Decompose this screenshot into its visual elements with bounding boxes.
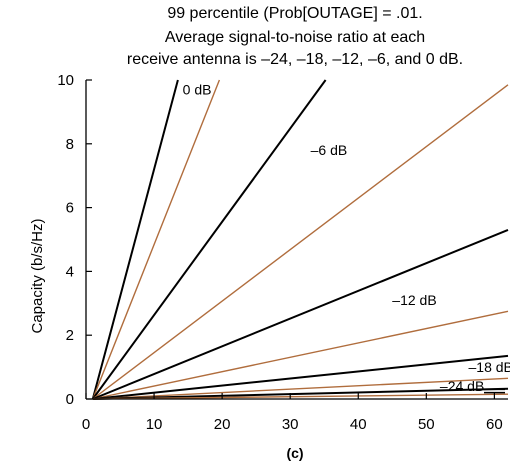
annotation-label: –12 dB xyxy=(392,292,436,308)
series-line-3 xyxy=(92,84,509,400)
x-tick-label: 40 xyxy=(350,416,367,433)
y-tick-label: 4 xyxy=(66,263,74,280)
x-tick-label: 20 xyxy=(214,416,231,433)
series-line-5 xyxy=(92,310,509,400)
chart-title-line-2: Average signal-to-noise ratio at each xyxy=(164,29,426,46)
series-line-1 xyxy=(92,79,221,400)
series-line-6 xyxy=(92,354,509,400)
x-tick-label: 50 xyxy=(418,416,435,433)
chart-title-line-3: receive antenna is –24, –18, –12, –6, an… xyxy=(126,51,464,68)
panel-label: (c) xyxy=(286,445,304,461)
y-tick-label: 0 xyxy=(66,391,74,408)
x-tick-label: 30 xyxy=(282,416,299,433)
x-tick-label: 10 xyxy=(146,416,163,433)
annotation-label: 0 dB xyxy=(183,81,212,97)
axes-layer xyxy=(85,80,508,400)
annotation-layer: 0 dB –6 dB –12 dB –18 dB –24 dB xyxy=(183,81,510,394)
y-tick-label: 8 xyxy=(66,136,74,153)
series-line-8 xyxy=(92,387,509,400)
annotation-label: –6 dB xyxy=(311,142,348,158)
y-tick-label: 6 xyxy=(66,200,74,217)
y-tick-label: 2 xyxy=(66,327,74,344)
x-tick-label: 0 xyxy=(82,416,90,433)
series-layer xyxy=(91,79,509,400)
series-line-2 xyxy=(91,79,327,400)
annotation-label: –24 dB xyxy=(440,378,484,394)
chart-title-line-1: 99 percentile (Prob[OUTAGE] = .01. xyxy=(167,5,423,22)
y-tick-label: 10 xyxy=(57,72,74,89)
x-tick-label: 60 xyxy=(486,416,503,433)
series-line-7 xyxy=(92,377,509,400)
y-axis-label: Capacity (b/s/Hz) xyxy=(29,218,46,333)
ticks-layer: 0 2 4 6 8 10 0 10 20 30 40 50 60 xyxy=(57,72,502,433)
series-line-4 xyxy=(92,228,509,400)
series-line-9 xyxy=(92,393,509,400)
series-line-0 xyxy=(91,79,179,400)
annotation-label: –18 dB xyxy=(469,359,510,375)
